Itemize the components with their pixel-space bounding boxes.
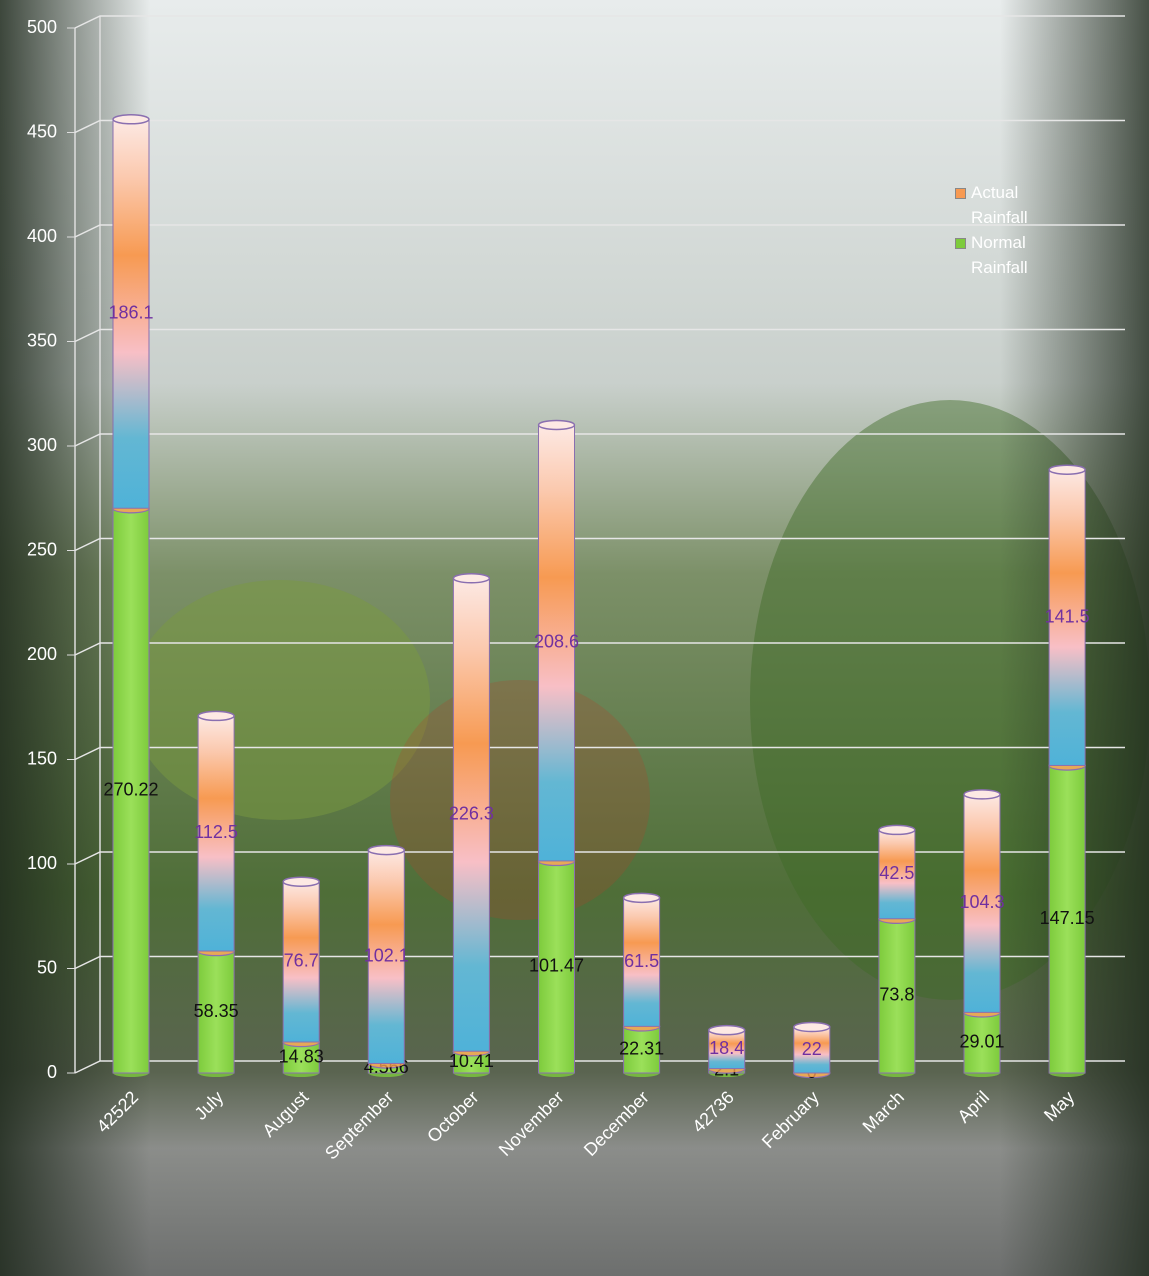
y-tick-label: 0 [47,1062,57,1082]
data-label: 29.01 [959,1031,1004,1051]
grid-line [74,119,1125,134]
legend-swatch [955,188,966,199]
data-label: 101.47 [529,956,584,976]
bar-segment [112,507,150,1074]
legend-swatch [955,238,966,249]
bar-segment [708,1029,746,1070]
grid-line [74,537,1125,552]
bar-segment [367,849,405,1064]
data-label: 73.8 [879,985,914,1005]
data-label: 112.5 [194,822,238,842]
data-label: 61.5 [624,951,659,971]
y-tick-label: 500 [27,17,57,37]
legend-label: Normal Rainfall [971,233,1028,277]
grid-line [74,746,1125,761]
grid-line [74,642,1125,656]
data-label: 208.6 [534,632,579,652]
bar-segment [197,715,235,952]
data-label: 102.1 [364,946,409,966]
cap [707,1024,746,1036]
data-label: 14.83 [279,1046,324,1066]
bar-segment [197,950,235,1074]
grid-line [74,15,1125,29]
y-tick-label: 300 [27,435,57,455]
data-label: 226.3 [449,804,494,824]
bar-segment [878,829,916,920]
bar-segment [282,881,320,1043]
cap [963,789,1001,800]
data-label: 141.5 [1045,606,1090,626]
y-tick-label: 450 [27,121,57,141]
bar-segment [793,1026,831,1074]
data-label: 104.3 [959,892,1004,912]
data-label: 147.15 [1040,908,1095,928]
cap [537,419,576,431]
data-label: 18.4 [709,1038,744,1058]
bar-segment [963,793,1001,1013]
bar-segment [1048,469,1086,766]
grid-line [74,1060,1125,1074]
cap [878,824,916,836]
data-label: 10.41 [449,1051,494,1071]
grid-line [74,851,1125,865]
foliage [390,680,650,920]
y-tick-label: 150 [27,748,57,768]
bar-segment [963,1011,1001,1074]
legend: Actual Rainfall Normal Rainfall [955,180,1045,280]
y-tick-label: 350 [27,330,57,350]
data-label: 270.22 [103,779,158,799]
grid-line [74,328,1125,343]
data-label: 58.35 [194,1001,239,1021]
legend-label: Actual Rainfall [971,183,1028,227]
bar-segment [1048,764,1086,1074]
grid-line [74,224,1125,238]
cap [112,114,150,125]
data-label: 22.31 [619,1038,664,1058]
grid-line [74,955,1125,970]
cap [367,844,406,856]
cap [793,1021,831,1033]
y-tick-label: 250 [27,539,57,559]
bar-segment [538,424,575,862]
data-label: 42.5 [879,863,914,883]
y-tick-label: 50 [37,957,57,977]
cap [282,876,320,887]
cap [197,710,235,722]
grid-line [74,433,1125,447]
cap [622,892,661,904]
data-label: 22 [802,1039,822,1059]
bar-segment [538,860,575,1074]
foliage [130,580,430,820]
cap [1048,464,1086,475]
data-label: 76.7 [284,951,319,971]
cap [452,573,491,584]
y-tick-label: 100 [27,853,57,873]
y-tick-label: 200 [27,644,57,664]
y-tick-label: 400 [27,226,57,246]
legend-item: Actual Rainfall [955,180,1045,230]
legend-item: Normal Rainfall [955,230,1045,280]
data-label: 186.1 [108,303,153,323]
